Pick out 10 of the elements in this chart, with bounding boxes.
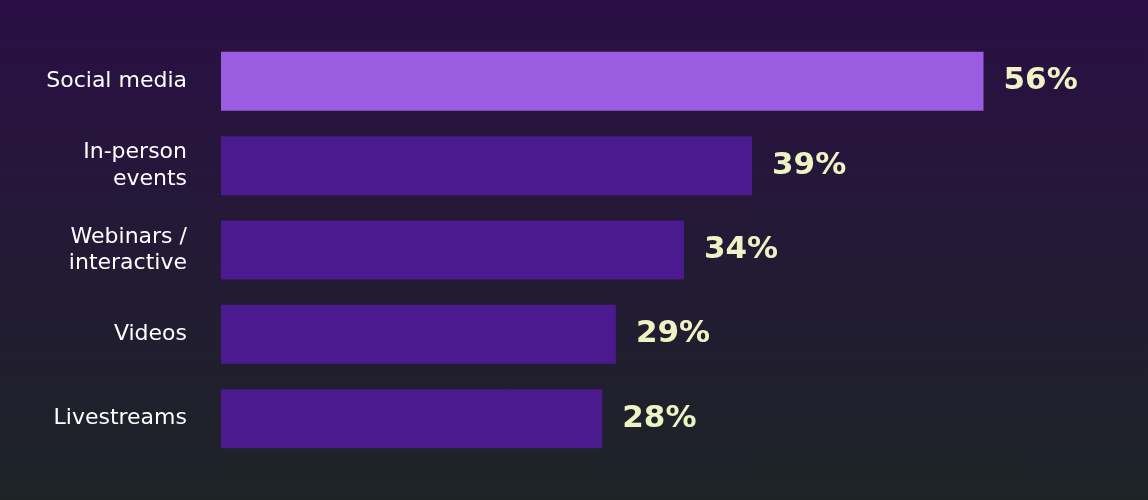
y-tick-label: Social media (46, 67, 187, 93)
y-tick-label: Webinars / interactive (68, 222, 188, 274)
data-label: 39% (772, 144, 847, 181)
data-label: 28% (622, 397, 697, 434)
data-label: 34% (703, 229, 779, 266)
data-label: 29% (635, 313, 711, 350)
data-label: 56% (1003, 60, 1078, 97)
y-tick-label: Livestreams (53, 404, 187, 430)
y-tick-label: In-person events (83, 138, 187, 190)
y-tick-label: Videos (113, 320, 187, 346)
